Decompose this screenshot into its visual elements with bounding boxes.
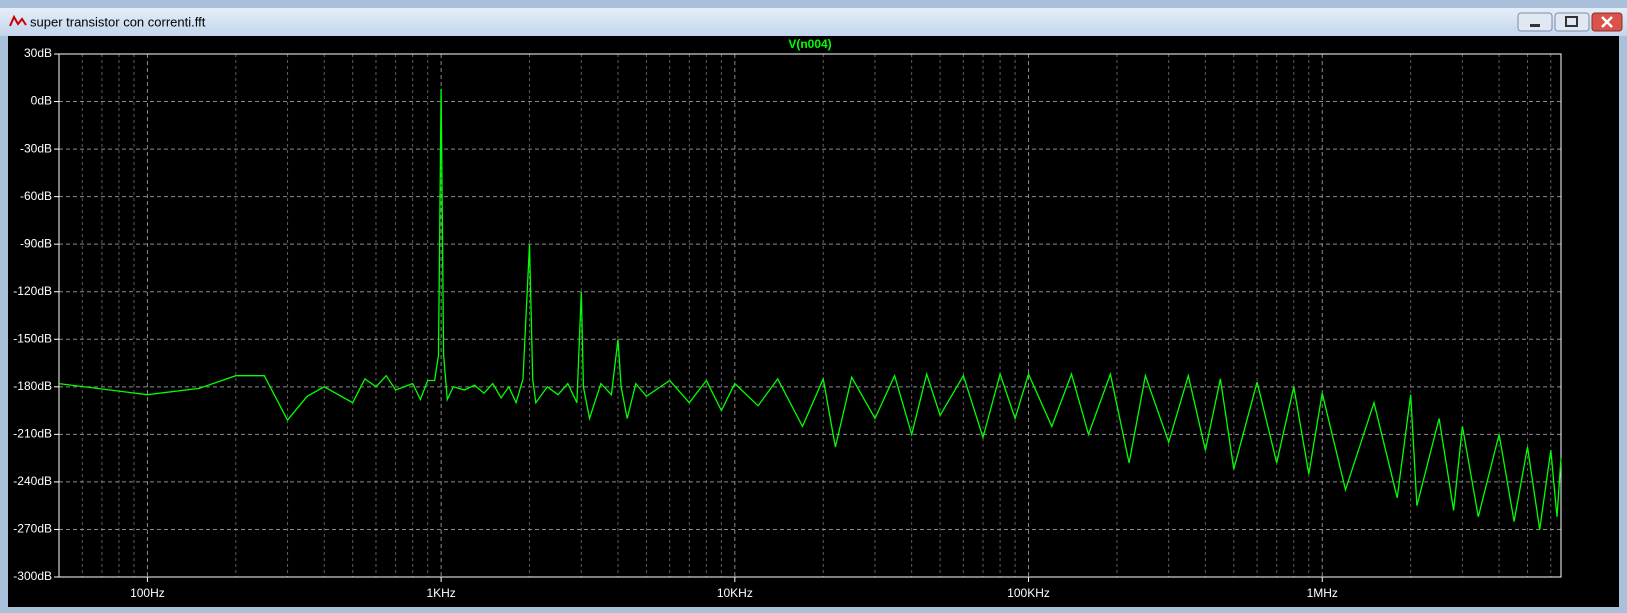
maximize-icon: [1565, 16, 1578, 27]
minimize-icon: [1530, 24, 1540, 27]
y-tick-label: -150dB: [13, 331, 52, 345]
y-tick-label: -60dB: [20, 189, 52, 203]
y-tick-label: -240dB: [13, 474, 52, 488]
y-tick-label: -180dB: [13, 379, 52, 393]
y-tick-label: -270dB: [13, 522, 52, 536]
y-tick-label: -300dB: [13, 569, 52, 583]
title-bar: [0, 8, 1627, 36]
close-icon: [1601, 16, 1613, 28]
x-tick-label: 100KHz: [1007, 586, 1050, 600]
app-icon: [9, 14, 27, 27]
window-title: super transistor con correnti.fft: [30, 14, 206, 29]
plot-pane: [8, 36, 1619, 607]
y-tick-label: -120dB: [13, 284, 52, 298]
y-tick-label: -210dB: [13, 427, 52, 441]
minimize-button[interactable]: [1517, 12, 1553, 32]
y-tick-label: 0dB: [31, 94, 52, 108]
y-tick-label: -30dB: [20, 141, 52, 155]
y-tick-label: -90dB: [20, 236, 52, 250]
window-buttons[interactable]: [1517, 12, 1623, 32]
y-tick-label: 30dB: [24, 46, 52, 60]
x-tick-label: 1MHz: [1307, 586, 1338, 600]
x-tick-label: 10KHz: [717, 586, 753, 600]
x-tick-label: 100Hz: [130, 586, 165, 600]
trace: [58, 88, 1562, 530]
trace-label: V(n004): [788, 37, 831, 51]
x-tick-label: 1KHz: [426, 586, 455, 600]
plot-border: [58, 53, 1562, 578]
maximize-button[interactable]: [1554, 12, 1590, 32]
plot: 30dB 0dB -30dB -60dB -90dB -120dB -150dB -180dB…: [13, 46, 1562, 600]
